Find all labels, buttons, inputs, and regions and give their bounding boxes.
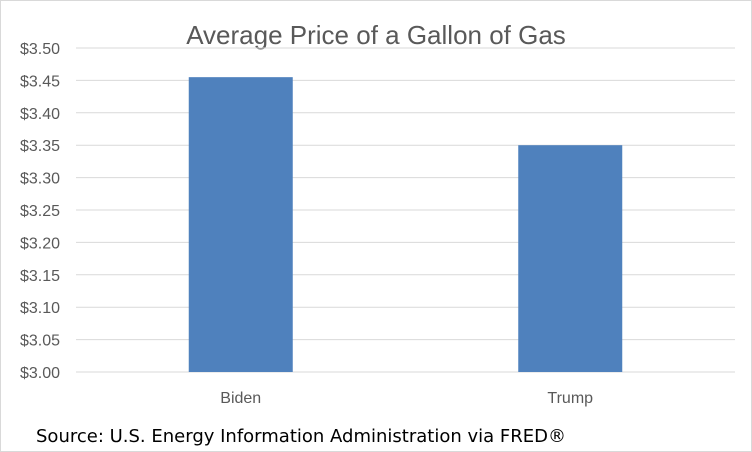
y-tick-label: $3.00 bbox=[20, 365, 60, 382]
y-tick-label: $3.40 bbox=[20, 106, 60, 123]
y-tick-label: $3.50 bbox=[20, 41, 60, 58]
x-axis-ticks: Biden Trump bbox=[220, 390, 593, 407]
y-tick-label: $3.35 bbox=[20, 138, 60, 155]
y-tick-label: $3.10 bbox=[20, 300, 60, 317]
y-axis-ticks: $3.00 $3.05 $3.10 $3.15 $3.20 $3.25 $3.30 $3.35… bbox=[20, 41, 60, 382]
bar-biden bbox=[188, 77, 293, 372]
y-tick-label: $3.25 bbox=[20, 203, 60, 220]
bars bbox=[188, 77, 623, 372]
chart-title: Average Price of a Gallon of Gas bbox=[186, 20, 566, 50]
y-tick-label: $3.15 bbox=[20, 268, 60, 285]
x-tick-label: Biden bbox=[220, 390, 261, 407]
y-tick-label: $3.30 bbox=[20, 171, 60, 188]
gridlines bbox=[76, 47, 735, 373]
bar-trump bbox=[518, 145, 623, 372]
source-note: Source: U.S. Energy Information Administ… bbox=[36, 426, 566, 447]
x-tick-label: Trump bbox=[547, 390, 593, 407]
y-tick-label: $3.20 bbox=[20, 235, 60, 252]
y-tick-label: $3.45 bbox=[20, 73, 60, 90]
y-tick-label: $3.05 bbox=[20, 333, 60, 350]
